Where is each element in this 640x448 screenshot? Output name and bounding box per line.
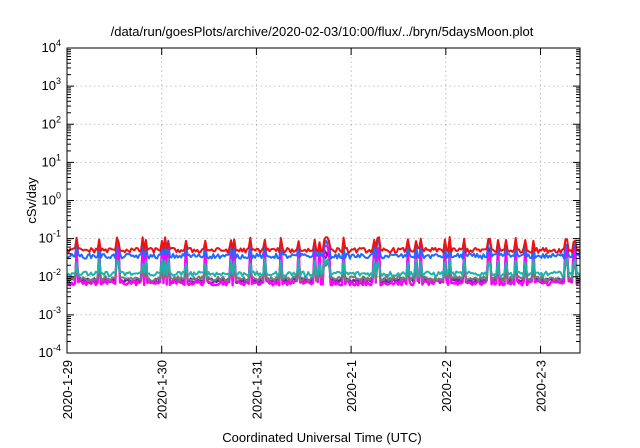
y-axis-label: cSv/day <box>24 177 39 224</box>
axes: 10-4 10-3 10-2 10-1 100 101 102 103 104 2020-1-29… <box>39 38 580 419</box>
y-tick-label: 102 <box>42 114 61 131</box>
series-line <box>66 236 581 254</box>
y-tick-label: 101 <box>42 152 61 169</box>
y-tick-label: 10-1 <box>39 229 61 246</box>
data-series <box>66 236 581 287</box>
x-axis-label: Coordinated Universal Time (UTC) <box>222 430 421 445</box>
y-tick-label: 10-4 <box>39 343 61 360</box>
x-tick-label: 2020-1-30 <box>155 360 170 419</box>
x-tick-label: 2020-1-31 <box>249 360 264 419</box>
series-line <box>66 257 581 278</box>
y-tick-label: 100 <box>42 191 61 208</box>
y-tick-label: 103 <box>42 76 61 93</box>
y-tick-label: 10-2 <box>39 267 61 284</box>
y-tick-label: 104 <box>42 38 61 55</box>
x-tick-label: 2020-2-2 <box>439 360 454 412</box>
x-tick-label: 2020-2-1 <box>344 360 359 412</box>
x-tick-label: 2020-2-3 <box>534 360 549 412</box>
chart-title: /data/run/goesPlots/archive/2020-02-03/1… <box>111 24 534 39</box>
x-tick-label: 2020-1-29 <box>60 360 75 419</box>
y-tick-label: 10-3 <box>39 305 61 322</box>
